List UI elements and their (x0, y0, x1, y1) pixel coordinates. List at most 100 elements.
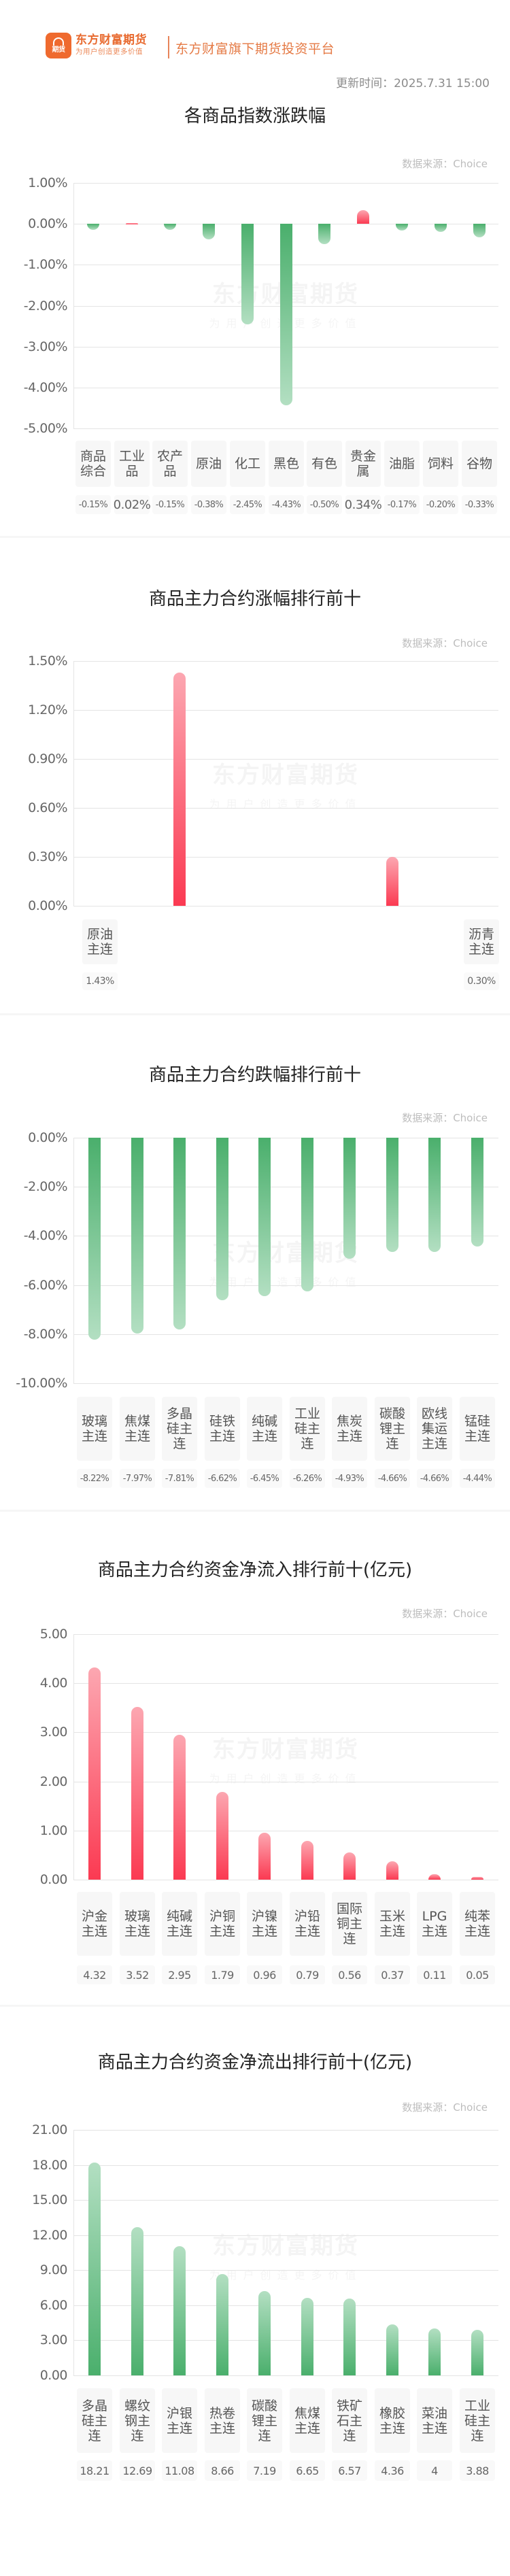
watermark-slogan: 为用户创造更多价值 (207, 1769, 364, 1786)
brand-divider (168, 36, 169, 58)
gridline (73, 857, 498, 858)
category-label: 农产 品 (152, 441, 188, 487)
y-tick-label: 3.00 (39, 1725, 68, 1740)
bar-多晶硅主连[interactable] (173, 1138, 186, 1329)
bar-沪铅主连[interactable] (301, 1840, 313, 1880)
y-tick-label: 0.00 (39, 2368, 68, 2383)
bar-焦煤主连[interactable] (131, 1138, 143, 1334)
category-label: 沪铜 主连 (205, 1892, 240, 1956)
bar-原油主连[interactable] (173, 672, 186, 906)
category-label: 玻璃 主连 (77, 1397, 112, 1461)
bar-沪镍主连[interactable] (258, 1832, 271, 1880)
category-label: 焦煤 主连 (120, 1397, 155, 1461)
y-tick-label: -6.00% (23, 1277, 68, 1293)
value-label: 0.56 (332, 1965, 367, 1984)
y-tick-label: 9.00 (39, 2263, 68, 2278)
category-label: 国际 铜主 连 (332, 1892, 367, 1956)
category-label: 碳酸 锂主 连 (247, 2388, 282, 2453)
gridline (73, 2340, 498, 2341)
value-label: -0.17% (384, 495, 420, 514)
bar-工业硅主连[interactable] (471, 2330, 483, 2375)
value-label: 12.69 (120, 2460, 155, 2481)
brand-slogan: 为用户创造更多价值 (75, 48, 143, 56)
bar-玉米主连[interactable] (386, 1861, 398, 1880)
gridline (73, 1285, 498, 1286)
bar-黑色[interactable] (280, 224, 292, 405)
value-label: 2.95 (162, 1965, 197, 1984)
chart-title: 商品主力合约涨幅排行前十 (148, 589, 361, 609)
bar-国际铜主连[interactable] (343, 1852, 356, 1880)
watermark-brand: 东方财富期货 (207, 2227, 364, 2260)
brand-name: 东方财富期货 (75, 33, 147, 47)
y-axis-line (73, 1138, 74, 1383)
bar-纯苯主连[interactable] (471, 1877, 483, 1880)
bar-沪铜主连[interactable] (216, 1791, 228, 1880)
bar-焦煤主连[interactable] (301, 2297, 313, 2375)
y-axis-line (73, 2130, 74, 2375)
value-label: -0.15% (152, 495, 188, 514)
bar-工业品[interactable] (126, 222, 138, 224)
bar-农产品[interactable] (164, 224, 176, 231)
y-tick-label: 0.60% (28, 800, 67, 815)
bar-饲料[interactable] (435, 224, 447, 233)
bar-沥青主连[interactable] (386, 857, 398, 906)
bar-纯碱主连[interactable] (258, 1138, 271, 1296)
category-label: LPG 主连 (417, 1892, 452, 1956)
bar-橡胶主连[interactable] (386, 2324, 398, 2375)
bar-玻璃主连[interactable] (131, 1706, 143, 1880)
bar-纯碱主连[interactable] (173, 1735, 186, 1880)
y-tick-label: -2.00% (23, 298, 68, 313)
bar-商品综合[interactable] (87, 224, 99, 231)
value-label: 0.34% (345, 495, 382, 514)
y-tick-label: -4.00% (23, 1228, 68, 1244)
category-label: 化工 (230, 441, 265, 487)
bar-谷物[interactable] (473, 224, 486, 237)
bar-锰硅主连[interactable] (471, 1138, 483, 1247)
bar-欧线集运主连[interactable] (428, 1138, 441, 1253)
value-label: -6.62% (205, 1469, 240, 1488)
y-tick-label: 15.00 (32, 2192, 67, 2208)
y-tick-label: 3.00 (39, 2333, 68, 2348)
bar-螺纹钢主连[interactable] (131, 2226, 143, 2375)
watermark-brand: 东方财富期货 (207, 1731, 364, 1764)
gridline (73, 2130, 498, 2131)
bar-沪银主连[interactable] (173, 2245, 186, 2375)
value-label: -4.66% (375, 1469, 410, 1488)
bar-菜油主连[interactable] (428, 2328, 441, 2375)
y-axis-line (73, 183, 74, 428)
category-label: 有色 (307, 441, 342, 487)
bar-原油[interactable] (203, 224, 215, 240)
y-tick-label: 0.00% (28, 898, 67, 913)
bar-焦炭主连[interactable] (343, 1138, 356, 1259)
value-label: -0.15% (75, 495, 111, 514)
value-label: 0.02% (114, 495, 151, 514)
value-label: 4.36 (375, 2460, 410, 2481)
bar-油脂[interactable] (396, 224, 408, 231)
bar-LPG主连[interactable] (428, 1874, 441, 1880)
category-label: 纯碱 主连 (162, 1892, 197, 1956)
bar-硅铁主连[interactable] (216, 1138, 228, 1300)
bar-碳酸锂主连[interactable] (386, 1138, 398, 1253)
category-label: 油脂 (384, 441, 420, 487)
bar-铁矿石主连[interactable] (343, 2299, 356, 2375)
bar-碳酸锂主连[interactable] (258, 2291, 271, 2375)
bar-工业硅主连[interactable] (301, 1138, 313, 1291)
y-tick-label: 1.50% (28, 654, 67, 668)
value-label: 8.66 (205, 2460, 240, 2481)
value-label: 1.43% (82, 972, 118, 990)
chart-title: 商品主力合约资金净流入排行前十(亿元) (97, 1560, 413, 1580)
category-label: 碳酸 锂主 连 (375, 1397, 410, 1461)
bar-玻璃主连[interactable] (88, 1138, 101, 1340)
bar-贵金属[interactable] (357, 209, 369, 224)
bar-化工[interactable] (241, 224, 254, 324)
watermark-brand: 东方财富期货 (207, 756, 364, 790)
bar-热卷主连[interactable] (216, 2274, 228, 2375)
y-axis-line (73, 661, 74, 906)
category-label: 焦煤 主连 (290, 2388, 325, 2453)
bar-有色[interactable] (318, 224, 330, 245)
value-label: -4.66% (417, 1469, 452, 1488)
bar-多晶硅主连[interactable] (88, 2162, 101, 2375)
bar-沪金主连[interactable] (88, 1667, 101, 1880)
category-label: 工业 品 (114, 441, 150, 487)
